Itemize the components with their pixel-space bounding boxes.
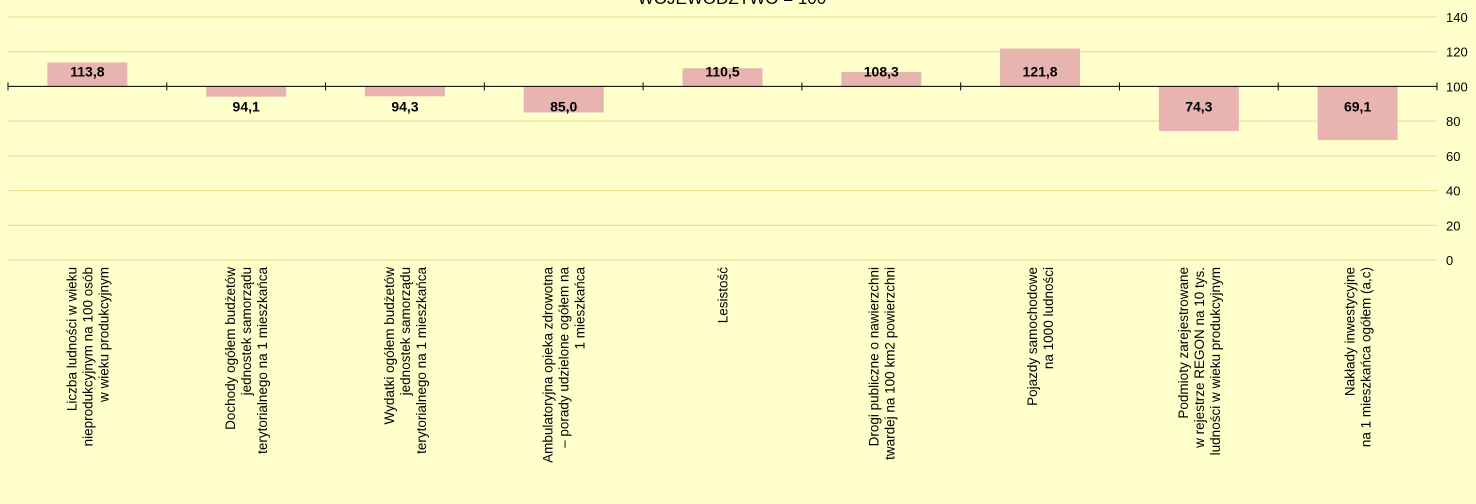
category-label: – porady udzielone ogółem na — [557, 267, 572, 448]
category-labels: Liczba ludności w wieku nieprodukcyjnym n… — [64, 267, 1373, 463]
bar — [364, 86, 445, 97]
category-label: nieprodukcyjnym na 100 osób — [80, 267, 95, 446]
category-label: twardej na 100 km2 powierzchni — [882, 267, 897, 460]
bar — [1158, 86, 1239, 132]
bar — [682, 68, 763, 87]
y-tick-label: 60 — [1446, 149, 1460, 164]
bar — [47, 62, 128, 87]
data-label: 74,3 — [1185, 98, 1212, 114]
category-label: w wieku produkcyjnym — [96, 267, 111, 403]
y-tick-label: 0 — [1446, 253, 1453, 268]
category-label: Ambulatoryjna opieka zdrowotna — [541, 267, 556, 463]
bar — [206, 86, 287, 97]
data-label: 94,1 — [233, 98, 260, 114]
category-label: Lesistość — [716, 267, 731, 324]
category-label: na 1 mieszkańca ogółem (a,c) — [1359, 267, 1374, 447]
y-tick-label: 80 — [1446, 114, 1460, 129]
category-label: jednostek samorządu — [239, 267, 254, 396]
category-label: Nakłady inwestycyjne — [1343, 267, 1358, 396]
data-labels: 113,8 94,1 94,3 85,0 110,5 108,3 121,8 74,3 69,1 — [70, 63, 1371, 114]
category-label: 1 mieszkańca — [573, 267, 588, 350]
data-label: 110,5 — [705, 63, 739, 79]
y-tick-label: 20 — [1446, 218, 1460, 233]
bar — [1000, 48, 1081, 87]
y-tick-labels: 0 20 40 60 80 100 120 140 — [1446, 10, 1468, 268]
y-tick-label: 40 — [1446, 184, 1460, 199]
category-label: na 1000 ludności — [1041, 267, 1056, 369]
category-label: terytorialnego na 1 mieszkańca — [414, 267, 429, 454]
bar — [1317, 86, 1398, 141]
category-label: Podmioty zarejestrowane — [1176, 267, 1191, 419]
chart-title: WOJEWÓDZTWO = 100 — [638, 0, 826, 8]
category-label: Pojazdy samochodowe — [1025, 267, 1040, 406]
category-label: ludności w wieku produkcyjnym — [1208, 267, 1223, 455]
category-label: Wydatki ogółem budżetów — [382, 267, 397, 425]
data-label: 113,8 — [70, 63, 104, 79]
category-label: jednostek samorządu — [398, 267, 413, 396]
data-label: 69,1 — [1344, 98, 1371, 114]
y-tick-label: 140 — [1446, 10, 1468, 25]
y-tick-label: 100 — [1446, 79, 1468, 94]
bars — [47, 48, 1398, 141]
category-label: Drogi publiczne o nawierzchni — [866, 267, 881, 446]
category-label: w rejestrze REGON na 10 tys. — [1192, 267, 1207, 449]
bar — [841, 72, 922, 87]
category-label: terytorialnego na 1 mieszkańca — [255, 267, 270, 454]
category-label: Dochody ogółem budżetów — [223, 267, 238, 430]
y-tick-label: 120 — [1446, 45, 1468, 60]
baseline-axis — [7, 82, 1438, 91]
data-label: 108,3 — [864, 63, 899, 79]
data-label: 94,3 — [391, 98, 418, 114]
data-label: 85,0 — [550, 98, 577, 114]
bar — [523, 86, 604, 113]
data-label: 121,8 — [1023, 63, 1058, 79]
category-label: Liczba ludności w wieku — [64, 267, 79, 411]
